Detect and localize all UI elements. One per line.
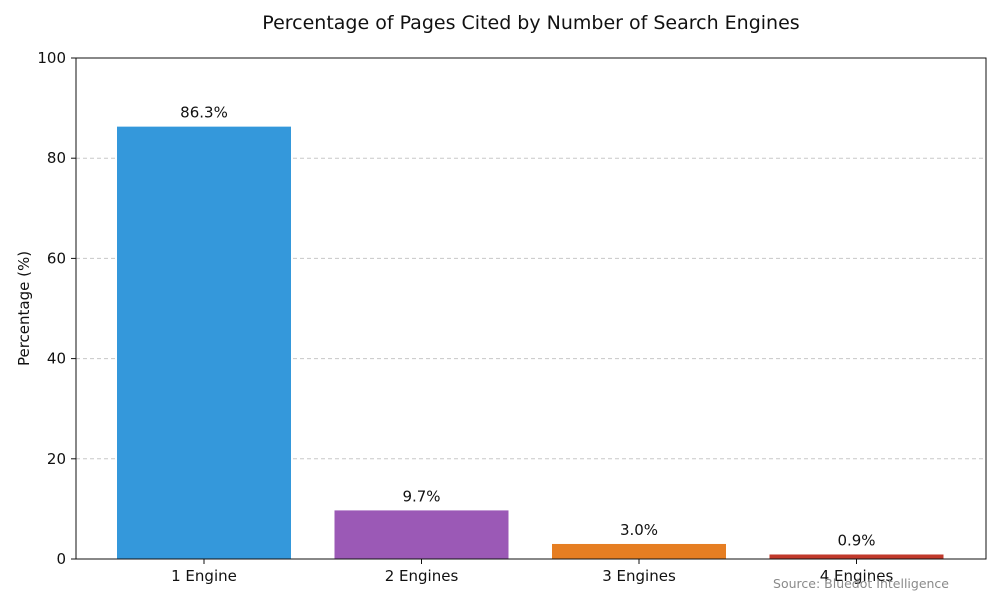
bar-3 (552, 543, 726, 559)
y-axis-ticks: 0 20 40 60 80 100 (37, 49, 76, 568)
bar-value-label: 3.0% (620, 521, 658, 539)
y-tick-label: 0 (56, 550, 66, 568)
bar-4 (769, 554, 944, 559)
bar-1 (117, 126, 291, 560)
chart-title: Percentage of Pages Cited by Number of S… (262, 12, 799, 34)
bar-value-label: 0.9% (837, 531, 875, 549)
x-tick-label: 2 Engines (385, 567, 459, 585)
y-axis-label: Percentage (%) (15, 251, 33, 366)
x-tick-label: 4 Engines (820, 567, 894, 585)
bar-value-label: 9.7% (402, 487, 440, 505)
y-tick-label: 100 (37, 49, 66, 67)
x-tick-label: 1 Engine (171, 567, 237, 585)
data-labels: 86.3% 9.7% 3.0% 0.9% (180, 104, 875, 550)
y-tick-label: 80 (47, 149, 66, 167)
bars (117, 126, 944, 560)
y-tick-label: 40 (47, 350, 66, 368)
y-tick-label: 20 (47, 450, 66, 468)
plot-frame (75, 57, 987, 560)
grid-lines (76, 157, 986, 460)
source-note: Source: Bluedot Intelligence (773, 576, 949, 591)
y-tick-label: 60 (47, 249, 66, 267)
x-tick-label: 3 Engines (602, 567, 676, 585)
bar-2 (334, 510, 509, 559)
bar-value-label: 86.3% (180, 104, 228, 122)
x-axis-ticks: 1 Engine 2 Engines 3 Engines 4 Engines (171, 559, 893, 585)
